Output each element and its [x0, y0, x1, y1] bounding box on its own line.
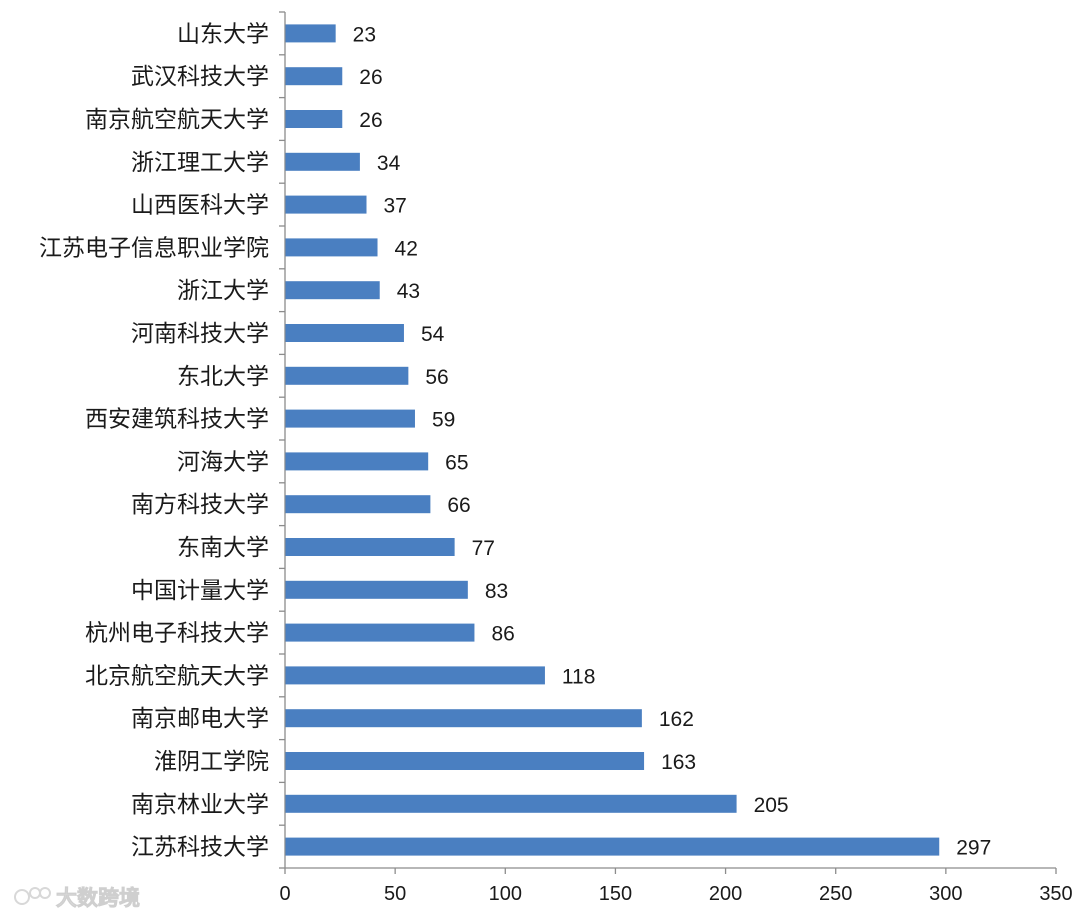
data-label: 59 [432, 409, 455, 432]
category-label: 中国计量大学 [131, 578, 269, 604]
category-label: 南方科技大学 [131, 492, 269, 518]
data-label: 23 [353, 23, 376, 46]
bar [285, 837, 940, 856]
category-label: 南京林业大学 [131, 792, 269, 818]
category-label: 武汉科技大学 [131, 64, 269, 90]
category-label: 南京航空航天大学 [85, 107, 269, 133]
bar [285, 452, 429, 471]
bar [285, 110, 343, 128]
x-tick-label: 150 [599, 883, 632, 905]
x-tick-label: 100 [489, 883, 522, 905]
category-label: 杭州电子科技大学 [85, 621, 269, 647]
data-label: 34 [377, 152, 401, 175]
bar [285, 495, 431, 514]
watermark-text: 大数跨境 [56, 886, 140, 910]
bar [285, 195, 367, 214]
category-label: 山西医科大学 [131, 193, 269, 219]
data-label: 83 [485, 580, 508, 603]
data-label: 56 [425, 366, 448, 389]
bar [285, 709, 642, 728]
brand-logo-icon [14, 887, 51, 905]
category-label: 浙江理工大学 [131, 150, 269, 176]
bar [285, 409, 415, 428]
x-tick-label: 250 [819, 883, 852, 905]
category-label: 东北大学 [177, 364, 269, 390]
bar [285, 324, 404, 342]
bar [285, 752, 645, 770]
data-label: 205 [754, 794, 789, 817]
category-label: 山东大学 [177, 21, 269, 47]
data-label: 66 [447, 494, 470, 517]
data-label: 54 [421, 323, 445, 346]
bar [285, 794, 737, 813]
category-label: 西安建筑科技大学 [85, 407, 269, 433]
data-label: 26 [359, 66, 382, 89]
category-label: 河海大学 [177, 449, 269, 475]
data-label: 42 [395, 237, 418, 260]
watermark: 大数跨境 [14, 886, 140, 910]
x-tick-label: 350 [1039, 883, 1072, 905]
bar [285, 366, 409, 385]
category-label: 北京航空航天大学 [85, 663, 269, 689]
data-label: 43 [397, 280, 420, 303]
bar [285, 623, 475, 642]
data-label: 86 [491, 623, 514, 646]
x-tick-label: 200 [709, 883, 742, 905]
bar [285, 24, 336, 43]
category-label: 江苏电子信息职业学院 [39, 235, 269, 261]
bar [285, 67, 343, 86]
data-label: 163 [661, 751, 696, 774]
data-label: 297 [956, 837, 991, 860]
category-label: 南京邮电大学 [131, 706, 269, 732]
x-tick-label: 0 [279, 883, 290, 905]
data-label: 37 [384, 195, 407, 218]
category-label: 河南科技大学 [131, 321, 269, 347]
bar [285, 580, 468, 599]
bar [285, 152, 360, 171]
data-label: 65 [445, 451, 468, 474]
bar [285, 238, 378, 257]
category-label: 淮阴工学院 [154, 749, 269, 775]
data-label: 118 [562, 665, 595, 688]
x-tick-label: 50 [384, 883, 406, 905]
bar [285, 666, 545, 685]
data-label: 77 [472, 537, 495, 560]
bar [285, 538, 455, 556]
x-tick-label: 300 [929, 883, 962, 905]
category-label: 浙江大学 [177, 278, 269, 304]
data-label: 162 [659, 708, 694, 731]
data-label: 26 [359, 109, 382, 132]
category-label: 东南大学 [177, 535, 269, 561]
bar [285, 281, 380, 300]
category-label: 江苏科技大学 [131, 835, 269, 861]
